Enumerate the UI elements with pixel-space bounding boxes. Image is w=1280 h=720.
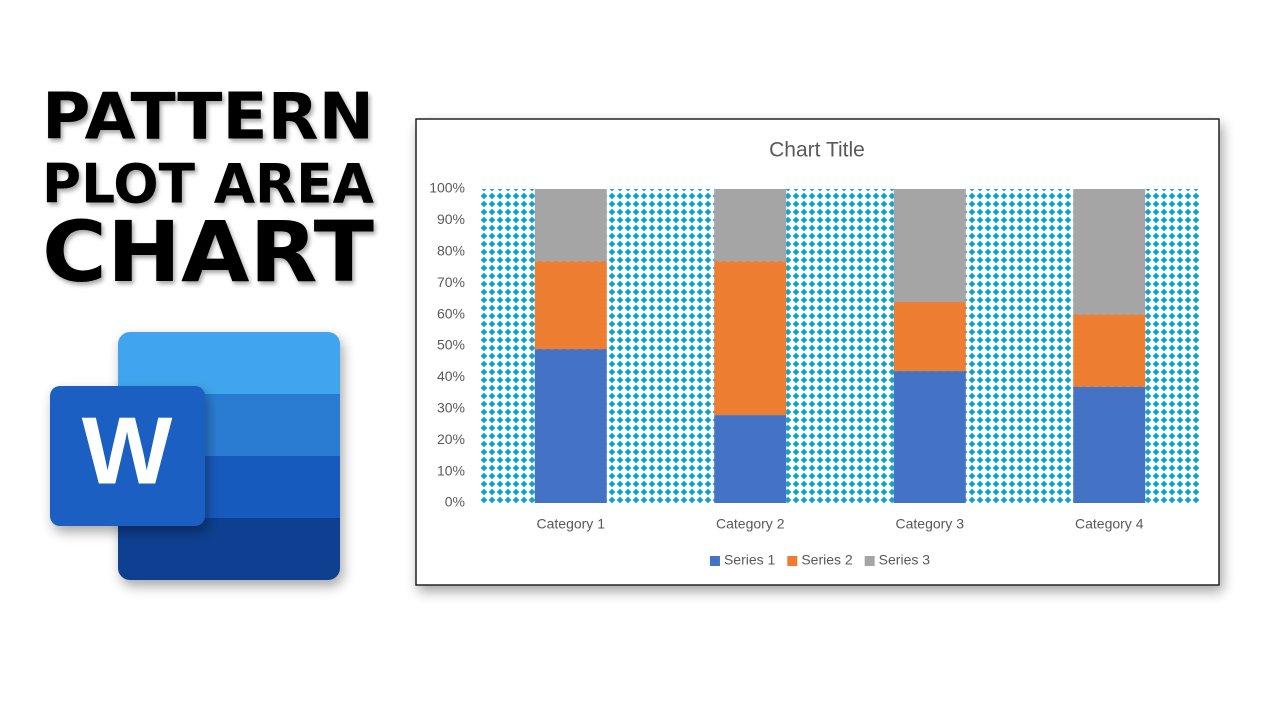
legend-label: Series 2 — [801, 552, 853, 568]
y-tick-label: 100% — [429, 180, 465, 196]
bar-segment — [893, 302, 966, 372]
bar-segment — [714, 415, 787, 503]
bar-segment — [534, 189, 607, 262]
bar-segment — [714, 261, 787, 416]
chart: 0% 10% 20% 30% 40% 50% 60% 70% 80% 90% 100% Categor… — [429, 180, 1199, 568]
legend-label: Series 3 — [879, 552, 931, 568]
legend-swatch — [787, 556, 798, 566]
word-logo: W — [50, 332, 340, 580]
headline: PATTERN PLOT AREA CHART — [42, 81, 374, 301]
y-tick-label: 90% — [437, 211, 465, 227]
bar-segment — [893, 371, 966, 503]
legend-swatch — [864, 556, 875, 566]
headline-line: PATTERN — [42, 81, 374, 155]
y-tick-label: 40% — [437, 368, 465, 384]
bar-segment — [714, 189, 787, 262]
bar-segment — [534, 349, 607, 503]
bar-segment — [893, 189, 966, 303]
x-tick-label: Category 4 — [1075, 516, 1144, 532]
y-tick-label: 20% — [437, 431, 465, 447]
x-tick-label: Category 1 — [537, 516, 606, 532]
y-tick-label: 50% — [437, 337, 465, 353]
headline-line: PLOT AREA — [42, 153, 374, 216]
legend-label: Series 1 — [724, 552, 776, 568]
x-tick-label: Category 2 — [716, 516, 785, 532]
y-tick-label: 70% — [437, 274, 465, 290]
y-tick-label: 80% — [437, 243, 465, 259]
y-tick-label: 0% — [445, 494, 465, 510]
headline-line: CHART — [42, 203, 374, 301]
bar-segment — [1073, 386, 1146, 503]
x-tick-label: Category 3 — [896, 516, 965, 532]
chart-title: Chart Title — [769, 139, 865, 162]
bar-segment — [1073, 314, 1146, 387]
logo-letter: W — [82, 397, 173, 504]
legend-swatch — [709, 556, 720, 566]
legend: Series 1 Series 2 Series 3 — [709, 552, 931, 568]
y-tick-label: 30% — [437, 400, 465, 416]
bar-segment — [534, 261, 607, 350]
y-tick-label: 60% — [437, 305, 465, 321]
y-tick-label: 10% — [437, 462, 465, 478]
bar-segment — [1073, 189, 1146, 315]
